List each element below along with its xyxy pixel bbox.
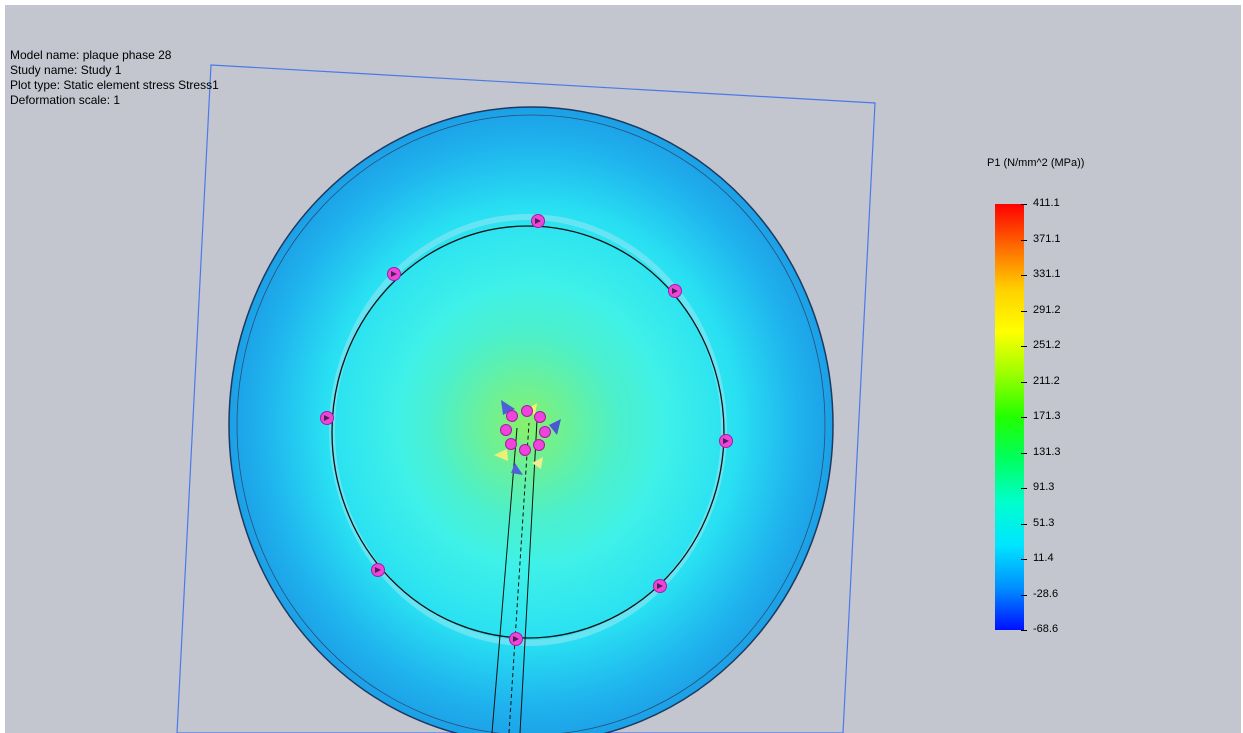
legend-tick-mark <box>1021 310 1027 312</box>
plate-center-zone <box>385 285 665 565</box>
fixture-marker-icon <box>531 214 545 228</box>
fixture-marker-icon <box>320 411 334 425</box>
legend-tick-mark <box>1021 239 1027 241</box>
legend-tick-label: 171.3 <box>1033 410 1061 422</box>
rod-edge-right <box>519 419 538 733</box>
legend-title: P1 (N/mm^2 (MPa)) <box>987 157 1085 169</box>
fixture-marker-icon <box>533 439 545 451</box>
legend-color-bar[interactable] <box>995 204 1024 630</box>
stress-plot-scene[interactable] <box>5 5 1241 733</box>
legend-tick-label: 371.1 <box>1033 232 1061 245</box>
fixture-marker-icon <box>519 444 531 456</box>
fixture-marker-icon <box>534 411 546 423</box>
fixture-marker-icon <box>506 410 518 422</box>
deformation-scale-label: Deformation scale: 1 <box>10 93 121 107</box>
fixture-marker-icon <box>509 632 523 646</box>
legend-tick-label: 411.1 <box>1033 197 1060 209</box>
legend-tick-label: 11.4 <box>1033 552 1054 564</box>
fixture-marker-icon <box>668 284 682 298</box>
fixture-marker-icon <box>539 426 551 438</box>
fixture-marker-icon <box>719 434 733 448</box>
legend-tick-mark <box>1021 417 1027 418</box>
legend-tick-label: 251.2 <box>1033 339 1061 351</box>
study-name-label: Study name: Study 1 <box>10 63 122 77</box>
legend-tick-mark <box>1021 204 1027 205</box>
plot-info-block: Model name: plaque phase 28 Study name: … <box>10 48 219 108</box>
legend-tick-label: 91.3 <box>1033 481 1055 493</box>
legend-tick-label: -68.6 <box>1033 623 1059 635</box>
legend-tick-mark <box>1021 559 1027 560</box>
reference-plane-outline <box>176 64 876 733</box>
fixture-marker-icon <box>500 424 512 436</box>
legend-tick-mark <box>1021 488 1027 489</box>
graphics-viewport[interactable]: Model name: plaque phase 28 Study name: … <box>5 5 1241 733</box>
legend-tick-mark <box>1021 381 1027 383</box>
legend-tick-label: -28.6 <box>1033 587 1059 600</box>
legend-tick-mark <box>1021 523 1027 525</box>
model-name-label: Model name: plaque phase 28 <box>10 48 172 62</box>
legend-tick-mark <box>1021 630 1027 631</box>
legend-tick-mark <box>1021 346 1027 347</box>
plot-type-label: Plot type: Static element stress Stress1 <box>10 78 219 92</box>
fixture-marker-icon <box>505 438 517 450</box>
legend-tick-label: 211.2 <box>1033 374 1060 387</box>
fixture-markers[interactable] <box>320 214 733 646</box>
fixture-marker-icon <box>387 267 401 281</box>
inner-circle-edge[interactable] <box>331 225 725 639</box>
legend-tick-mark <box>1021 594 1027 596</box>
rod-centerline <box>508 422 530 733</box>
legend-tick-label: 331.1 <box>1033 268 1061 280</box>
legend-tick-label: 291.2 <box>1033 303 1061 316</box>
legend-tick-label: 131.3 <box>1033 445 1061 458</box>
fixture-marker-icon <box>371 563 385 577</box>
fixture-marker-icon <box>653 579 667 593</box>
legend-tick-label: 51.3 <box>1033 516 1055 529</box>
legend-tick-mark <box>1021 452 1027 454</box>
rod-edge-left <box>491 427 518 733</box>
plate-rim-edge <box>236 114 826 733</box>
legend-tick-mark <box>1021 275 1027 276</box>
center-load-arrows <box>494 400 561 475</box>
fixture-marker-icon <box>521 405 533 417</box>
